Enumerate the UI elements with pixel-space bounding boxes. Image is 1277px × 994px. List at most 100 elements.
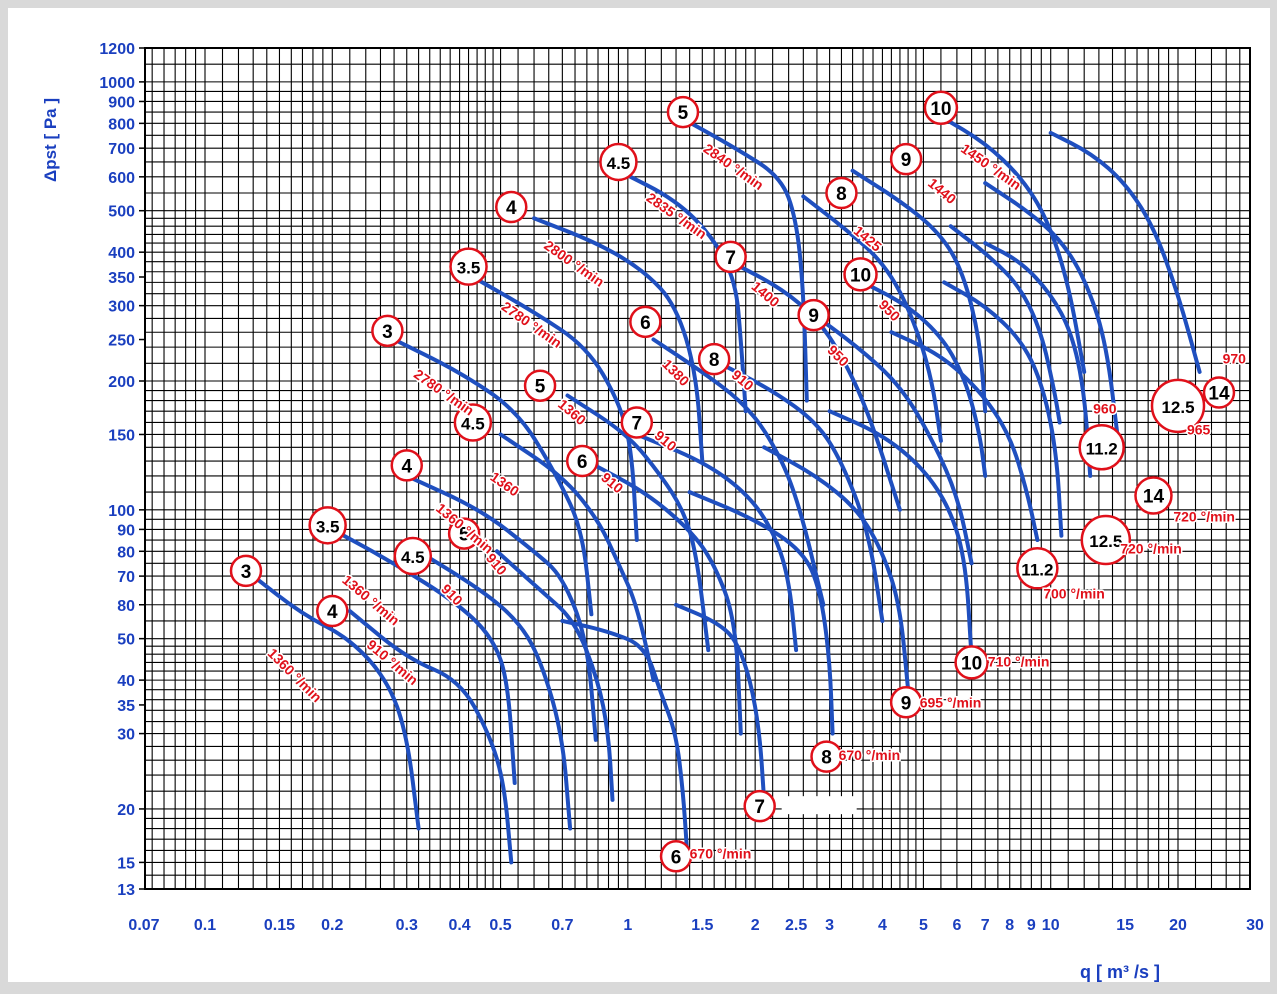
y-tick-label: 250 <box>108 333 135 350</box>
x-tick-label: 0.2 <box>321 917 343 934</box>
fan-label-12.5: 12.5 965 <box>1150 378 1212 439</box>
size-label: 10 <box>961 653 982 674</box>
size-label: 12.5 <box>1089 532 1122 551</box>
fan-curve-5 <box>565 393 711 653</box>
size-label: 3.5 <box>457 259 481 278</box>
fan-curve-6 <box>584 459 743 736</box>
size-label: 5 <box>535 377 546 398</box>
size-label: 4.5 <box>607 154 631 173</box>
size-circle <box>629 305 662 339</box>
fan-curve-9 <box>762 445 911 692</box>
x-tick-label: 8 <box>1005 917 1014 934</box>
size-label: 4 <box>506 198 517 219</box>
x-tick-label: 3 <box>825 917 834 934</box>
speed-label: 720 °/min <box>1120 541 1182 557</box>
size-label: 3.5 <box>316 517 340 536</box>
y-tick-label: 30 <box>117 727 135 744</box>
y-tick-label: 1200 <box>99 41 135 58</box>
speed-label: 965 <box>1187 421 1211 437</box>
x-tick-label: 4 <box>878 917 887 934</box>
x-tick-label: 0.1 <box>194 917 216 934</box>
speed-label: 695 °/min <box>920 695 982 711</box>
x-tick-label: 0.4 <box>448 917 470 934</box>
fan-curve-3 <box>251 574 421 831</box>
size-label: 6 <box>577 452 588 473</box>
size-circle <box>666 95 700 129</box>
size-label: 5 <box>459 525 470 546</box>
y-tick-label: 20 <box>117 802 135 819</box>
size-label: 5 <box>678 103 689 124</box>
fan-curve-11.2 <box>948 224 1062 425</box>
speed-label: 710 °/min <box>988 654 1050 670</box>
size-circle <box>743 789 776 823</box>
size-circle <box>889 686 923 719</box>
y-tick-label: 400 <box>108 245 135 262</box>
size-circle <box>1202 376 1236 409</box>
fan-curve-4.5 <box>498 432 656 683</box>
y-tick-label: 50 <box>117 632 135 649</box>
size-label: 7 <box>725 248 736 269</box>
fan-curve-8 <box>687 490 835 736</box>
x-tick-label: 1 <box>623 917 632 934</box>
fan-curve-10 <box>861 280 988 478</box>
y-tick-label: 100 <box>108 503 135 520</box>
x-tick-label: 20 <box>1169 917 1187 934</box>
size-label: 8 <box>821 748 832 769</box>
size-circle <box>229 554 263 588</box>
y-tick-label: 13 <box>117 882 135 899</box>
fan-curve-4 <box>532 216 705 464</box>
size-label: 7 <box>632 413 643 434</box>
size-label: 10 <box>850 265 871 286</box>
size-circle <box>599 142 638 182</box>
size-label: 9 <box>808 306 819 327</box>
y-tick-label: 800 <box>108 116 135 133</box>
x-tick-label: 0.3 <box>396 917 418 934</box>
y-tick-label: 350 <box>108 270 135 287</box>
size-circle <box>1080 514 1132 566</box>
y-tick-label: 15 <box>117 855 135 872</box>
size-circle <box>390 449 424 482</box>
size-label: 7 <box>754 797 765 818</box>
fan-curve-10 <box>938 114 1087 374</box>
fan-curve-12.5 <box>983 181 1121 450</box>
size-label: 8 <box>836 184 847 205</box>
speed-label: 720 °/min <box>1173 508 1235 524</box>
y-tick-label: 600 <box>108 170 135 187</box>
fan-curve-14 <box>1048 130 1202 374</box>
x-tick-labels: 0.07 0.1 0.15 0.2 0.3 0.4 0.5 0.7 1 1.5 2 2.5 3 4 5 6 7 8… <box>128 917 1264 934</box>
chart-background <box>8 8 1270 982</box>
fan-curve-5 <box>681 116 809 403</box>
size-circle <box>1078 424 1125 471</box>
size-circle <box>371 314 404 348</box>
fan-curve-4.5 <box>416 549 573 831</box>
size-circle <box>697 342 731 376</box>
x-tick-label: 10 <box>1042 917 1060 934</box>
size-label: 14 <box>1143 487 1165 508</box>
size-label: 3 <box>241 562 252 583</box>
size-circle <box>308 506 347 545</box>
x-tick-label: 0.7 <box>551 917 573 934</box>
x-tick-label: 5 <box>919 917 928 934</box>
y-tick-label: 1000 <box>99 75 135 92</box>
size-label: 11.2 <box>1086 439 1118 458</box>
fan-curve-6 <box>560 618 689 853</box>
y-tick-label: 700 <box>108 141 135 158</box>
size-label: 3 <box>382 322 393 343</box>
size-circle <box>659 840 693 873</box>
x-tick-label: 0.15 <box>264 917 295 934</box>
fan-curve-4 <box>347 609 514 865</box>
y-tick-label: 150 <box>108 427 135 444</box>
fan-label-7: 7 <box>743 789 857 823</box>
fan-curve-3 <box>392 337 594 617</box>
speed-label: 670 °/min <box>839 747 901 763</box>
fan-curve-9 <box>850 168 988 414</box>
size-label: 12.5 <box>1161 398 1194 417</box>
fan-curve-7 <box>674 602 767 802</box>
x-tick-label: 7 <box>981 917 990 934</box>
fan-curve-11.2 <box>889 330 1040 542</box>
fan-curve-4.5 <box>616 168 748 414</box>
y-tick-label: 900 <box>108 94 135 111</box>
x-tick-label: 2.5 <box>785 917 807 934</box>
x-tick-label: 9 <box>1027 917 1036 934</box>
